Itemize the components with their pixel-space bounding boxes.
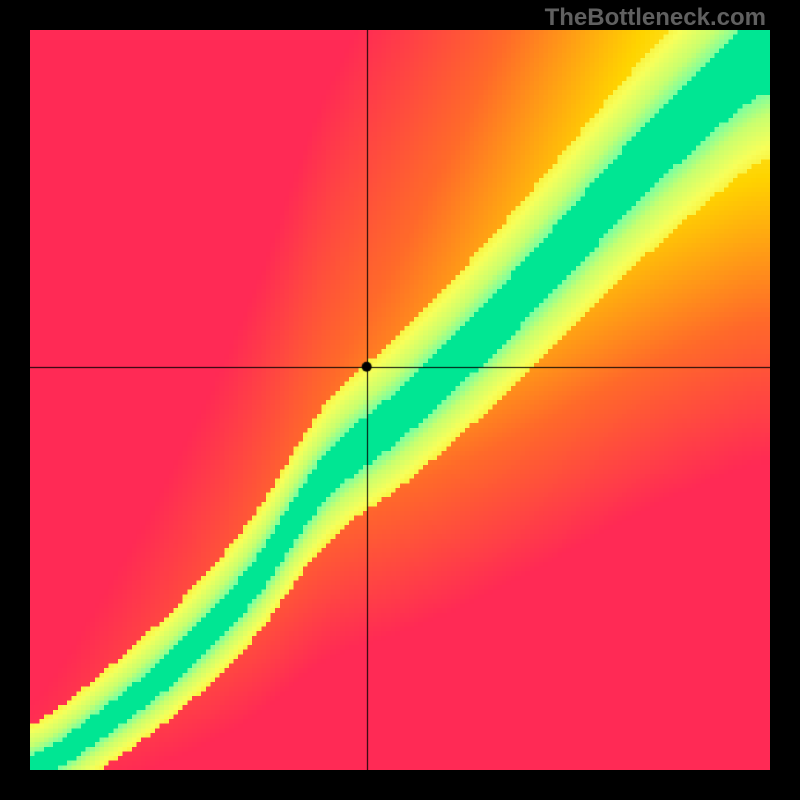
watermark-text: TheBottleneck.com xyxy=(545,4,766,32)
chart-container: TheBottleneck.com xyxy=(0,0,800,800)
bottleneck-heatmap xyxy=(30,30,770,770)
